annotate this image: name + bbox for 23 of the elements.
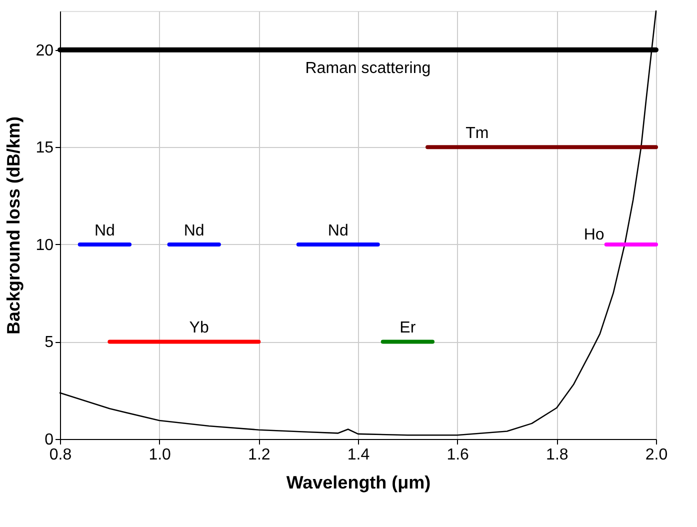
x-tick-label: 1.0	[148, 446, 172, 464]
x-tick-label: 1.4	[347, 446, 370, 464]
annotation: Nd	[94, 222, 115, 240]
y-tick-label: 5	[44, 334, 54, 352]
annotation: Nd	[184, 222, 204, 240]
y-axis-title: Background loss (dB/km)	[4, 116, 24, 335]
y-tick-label: 20	[36, 42, 54, 60]
x-tick-label: 1.8	[546, 446, 568, 464]
y-tick-label: 15	[36, 140, 54, 157]
x-tick-label: 0.8	[49, 446, 72, 464]
annotation: Nd	[328, 222, 348, 240]
x-tick-label: 2.0	[645, 446, 668, 464]
x-axis-title: Wavelength (μm)	[286, 472, 431, 492]
y-tick-label: 10	[36, 236, 54, 254]
annotation: Raman scattering	[305, 60, 431, 77]
line-series	[59, 10, 657, 436]
annotation: Tm	[466, 125, 489, 142]
x-tick-label: 1.2	[248, 446, 270, 464]
annotation: Er	[400, 320, 416, 337]
y-tick-label: 0	[44, 432, 54, 448]
annotation: Yb	[189, 320, 209, 337]
annotation: Ho	[584, 226, 604, 244]
x-tick-label: 1.6	[446, 446, 470, 464]
